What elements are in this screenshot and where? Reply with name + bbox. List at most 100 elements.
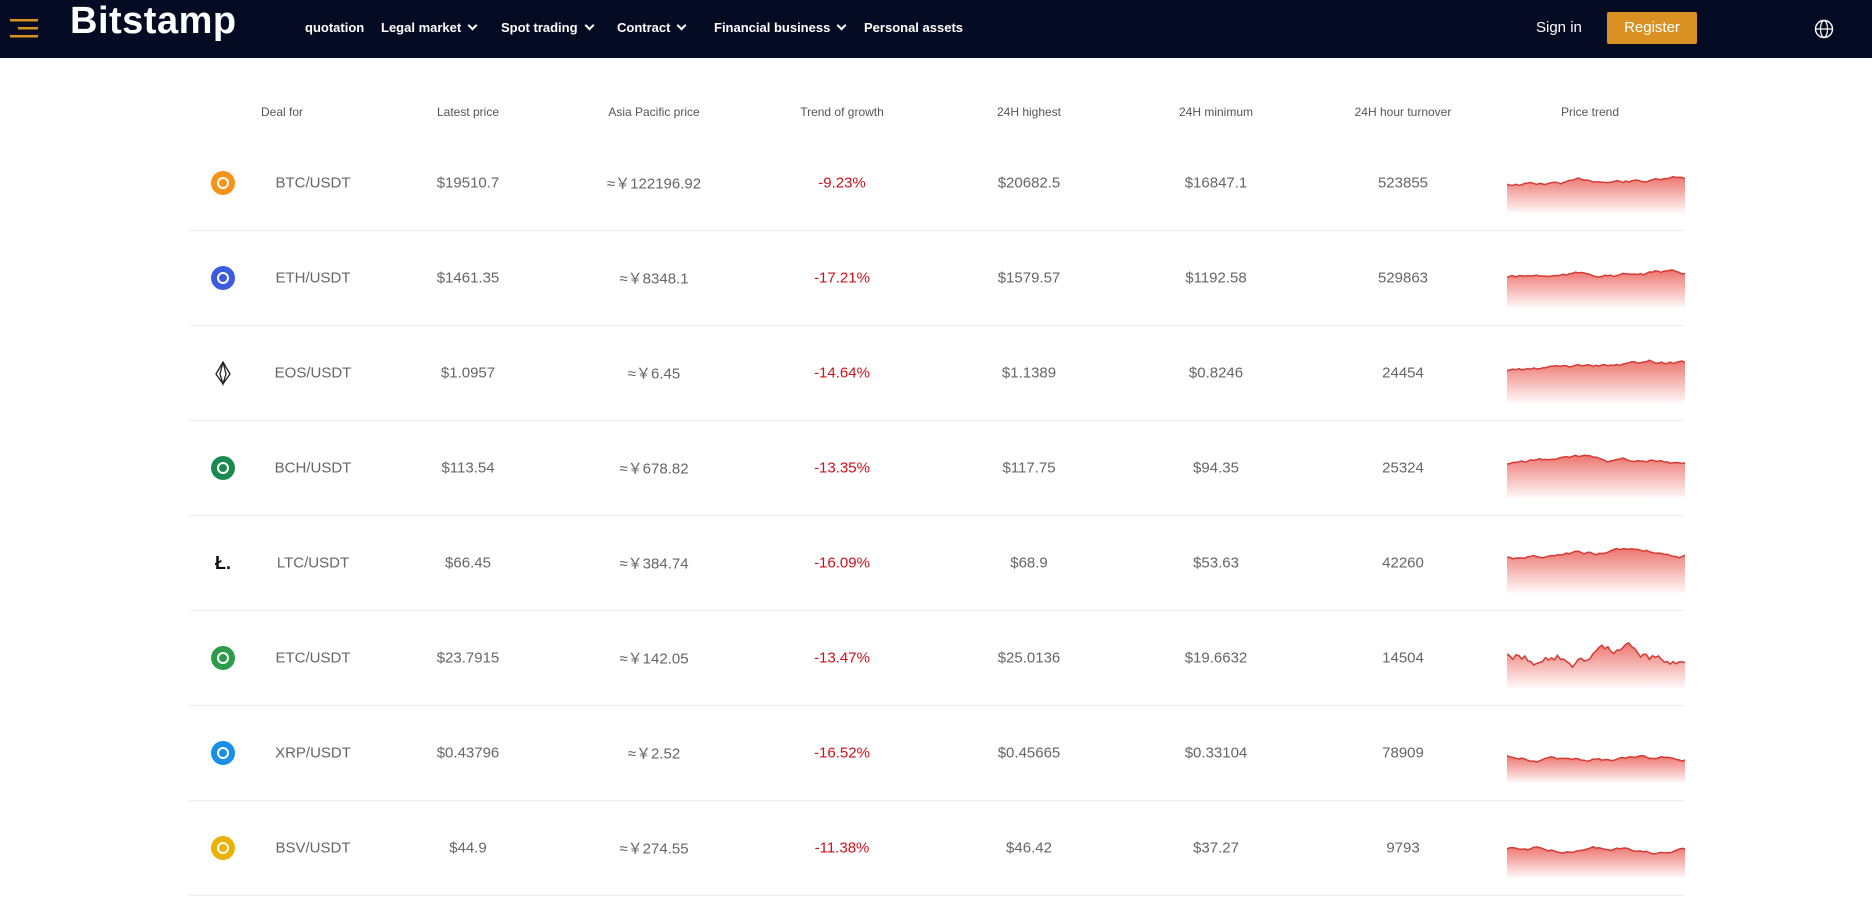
cell: $46.42 <box>1006 839 1052 857</box>
nav-item[interactable]: Personal assets <box>864 20 964 35</box>
cell: $1.1389 <box>1001 364 1057 382</box>
column-header: 24H minimum <box>1178 105 1254 119</box>
cell: BSV/USDT <box>275 839 351 857</box>
coin-icon <box>211 456 235 480</box>
nav-item[interactable]: Contract <box>617 20 685 35</box>
row-separator <box>189 800 1684 801</box>
cell: $117.75 <box>1002 459 1056 477</box>
row-separator <box>189 515 1684 516</box>
cell: ETC/USDT <box>275 649 351 667</box>
cell: ≈￥678.82 <box>619 460 689 478</box>
cell: $1.0957 <box>440 364 496 382</box>
column-header: 24H highest <box>996 105 1062 119</box>
row-separator <box>189 610 1684 611</box>
row-separator <box>189 230 1684 231</box>
cell: -9.23% <box>818 174 866 192</box>
cell: $113.54 <box>441 459 495 477</box>
cell: $25.0136 <box>997 649 1061 667</box>
sparkline <box>1507 454 1685 498</box>
cell: $16847.1 <box>1184 174 1248 192</box>
cell: ≈￥8348.1 <box>619 270 689 288</box>
cell: ≈￥6.45 <box>627 365 681 383</box>
column-header: 24H hour turnover <box>1354 105 1452 119</box>
cell: ≈￥122196.92 <box>606 175 702 193</box>
column-header: Price trend <box>1560 105 1620 119</box>
cell: $44.9 <box>449 839 487 857</box>
sparkline <box>1507 269 1685 308</box>
cell: $66.45 <box>445 554 491 572</box>
row-separator <box>189 420 1684 421</box>
cell: $19.6632 <box>1184 649 1248 667</box>
logo[interactable]: Bitstamp <box>70 0 237 42</box>
cell: ≈￥142.05 <box>619 650 689 668</box>
coin-icon <box>215 360 231 386</box>
cell: 14504 <box>1382 649 1424 667</box>
nav-item[interactable]: Legal market <box>381 20 476 35</box>
register-button[interactable]: Register <box>1607 12 1697 44</box>
cell: $0.33104 <box>1184 744 1248 762</box>
cell: -17.21% <box>814 269 870 287</box>
cell: -11.38% <box>814 839 870 857</box>
cell: BCH/USDT <box>274 459 352 477</box>
sparkline <box>1507 359 1685 403</box>
cell: 9793 <box>1386 839 1420 857</box>
svg-text:Ł.: Ł. <box>215 553 231 573</box>
coin-icon: Ł. <box>215 553 231 573</box>
coin-icon <box>211 646 235 670</box>
cell: $53.63 <box>1193 554 1239 572</box>
cell: ≈￥274.55 <box>619 840 689 858</box>
column-header: Deal for <box>260 105 304 119</box>
column-header: Latest price <box>436 105 500 119</box>
cell: ETH/USDT <box>275 269 351 287</box>
sparkline <box>1507 547 1685 593</box>
cell: $23.7915 <box>436 649 500 667</box>
row-separator <box>189 325 1684 326</box>
cell: 523855 <box>1377 174 1429 192</box>
cell: 24454 <box>1382 364 1424 382</box>
top-bar: Bitstamp quotation Legal market Spot tra… <box>0 0 1872 58</box>
nav-item[interactable]: Financial business <box>714 20 845 35</box>
cell: -16.52% <box>814 744 870 762</box>
coin-icon <box>211 266 235 290</box>
cell: $1192.58 <box>1185 269 1247 287</box>
cell: ≈￥384.74 <box>619 555 689 573</box>
cell: $94.35 <box>1193 459 1239 477</box>
cell: -13.35% <box>814 459 870 477</box>
cell: $0.43796 <box>436 744 500 762</box>
nav-item[interactable]: quotation <box>305 20 365 35</box>
sparkline <box>1507 754 1685 783</box>
cell: XRP/USDT <box>275 744 351 762</box>
cell: BTC/USDT <box>275 174 351 192</box>
column-header: Asia Pacific price <box>608 105 700 119</box>
row-separator <box>189 895 1684 896</box>
cell: -13.47% <box>814 649 870 667</box>
cell: -14.64% <box>814 364 870 382</box>
cell: -16.09% <box>814 554 870 572</box>
menu-icon[interactable] <box>10 18 40 38</box>
cell: $68.9 <box>1010 554 1048 572</box>
cell: $37.27 <box>1193 839 1239 857</box>
cell: 529863 <box>1377 269 1429 287</box>
cell: EOS/USDT <box>274 364 352 382</box>
language-icon[interactable] <box>1814 19 1834 39</box>
cell: $0.8246 <box>1188 364 1244 382</box>
coin-icon <box>211 741 235 765</box>
cell: 25324 <box>1382 459 1424 477</box>
cell: 42260 <box>1382 554 1424 572</box>
cell: 78909 <box>1382 744 1424 762</box>
cell: $20682.5 <box>997 174 1061 192</box>
cell: $0.45665 <box>997 744 1061 762</box>
cell: ≈￥2.52 <box>627 745 681 763</box>
sparkline <box>1507 175 1685 213</box>
cell: LTC/USDT <box>276 554 350 572</box>
cell: $1461.35 <box>436 269 500 287</box>
cell: $19510.7 <box>436 174 500 192</box>
sparkline <box>1507 641 1685 688</box>
coin-icon <box>211 171 235 195</box>
row-separator <box>189 705 1684 706</box>
column-header: Trend of growth <box>800 105 884 119</box>
nav-item[interactable]: Spot trading <box>501 20 593 35</box>
cell: $1579.57 <box>997 269 1061 287</box>
sign-in[interactable]: Sign in <box>1536 19 1582 36</box>
